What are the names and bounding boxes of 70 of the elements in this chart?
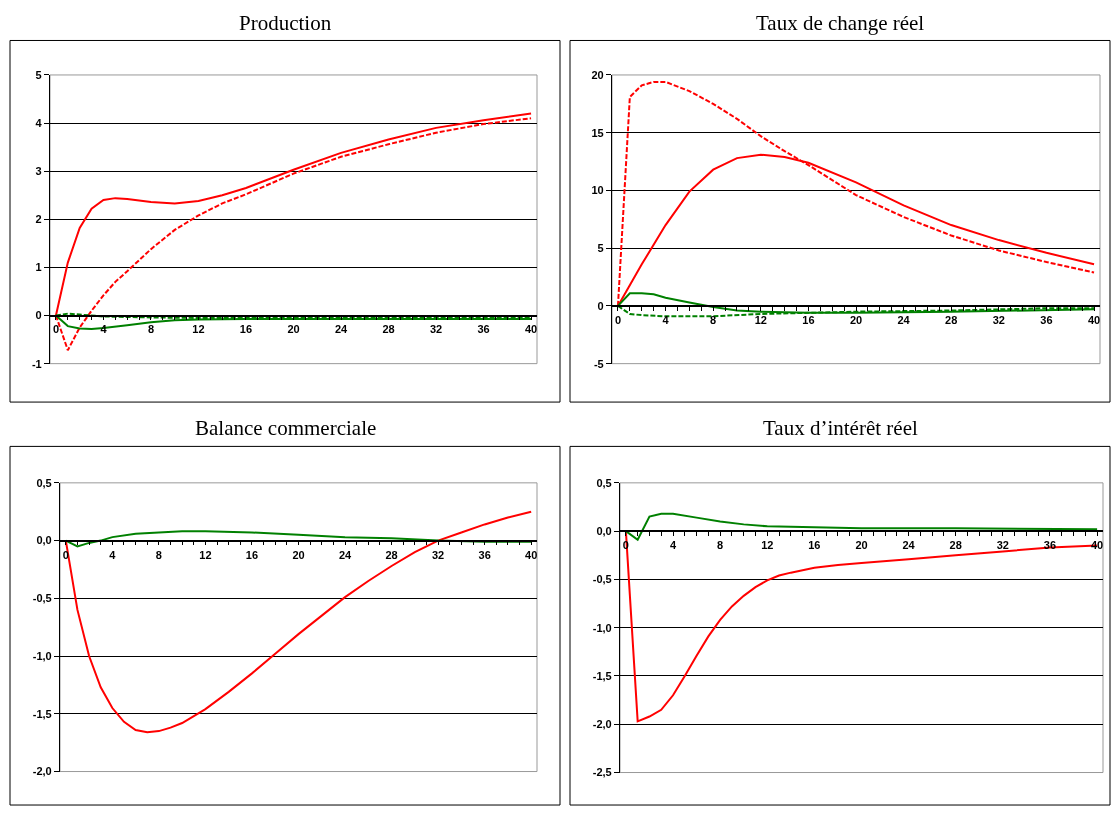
y-tick-label: 3 xyxy=(35,165,42,178)
y-tick-label: 1 xyxy=(35,261,42,274)
x-tick-label: 24 xyxy=(902,539,916,552)
y-tick-label: -1,5 xyxy=(32,707,52,720)
x-tick-label: 4 xyxy=(109,548,117,561)
y-tick-label: 0 xyxy=(597,299,604,312)
x-tick-label: 20 xyxy=(849,313,863,326)
y-tick-label: 15 xyxy=(591,126,604,139)
y-tick-label: 5 xyxy=(597,242,604,255)
y-tick-label: -0,5 xyxy=(32,592,52,605)
x-tick-label: 32 xyxy=(431,548,445,561)
chart-title: Taux de change réel xyxy=(756,11,925,35)
x-tick-label: 12 xyxy=(761,539,774,552)
y-tick-label: 10 xyxy=(591,184,604,197)
x-tick-label: 36 xyxy=(1040,313,1053,326)
y-tick-label: 2 xyxy=(35,213,42,226)
x-tick-label: 0 xyxy=(614,313,622,326)
line-series xyxy=(64,530,533,548)
x-tick-label: 40 xyxy=(524,323,538,336)
chart-title: Taux d’intérêt réel xyxy=(763,416,918,440)
y-tick-label: 0,0 xyxy=(596,524,612,537)
y-tick-label: -2,0 xyxy=(592,718,612,731)
x-tick-label: 20 xyxy=(287,323,300,336)
y-tick-label: -1,0 xyxy=(592,621,612,634)
x-tick-label: 32 xyxy=(996,539,1009,552)
x-tick-label: 28 xyxy=(949,539,962,552)
y-tick-label: 0,5 xyxy=(36,476,52,489)
y-tick-label: -1,5 xyxy=(592,669,612,682)
x-tick-label: 28 xyxy=(945,313,958,326)
line-series xyxy=(624,512,1099,541)
x-tick-label: 8 xyxy=(155,548,162,561)
x-tick-label: 36 xyxy=(477,323,490,336)
y-tick-label: -1 xyxy=(31,357,42,370)
x-tick-label: 16 xyxy=(239,323,253,336)
y-tick-label: 20 xyxy=(591,68,604,81)
y-tick-label: 0,5 xyxy=(596,476,612,489)
x-tick-label: 40 xyxy=(1087,313,1101,326)
x-tick-label: 8 xyxy=(717,539,724,552)
x-tick-label: 12 xyxy=(192,323,205,336)
x-tick-label: 40 xyxy=(1090,539,1104,552)
x-tick-label: 28 xyxy=(385,548,398,561)
x-tick-label: 8 xyxy=(710,313,717,326)
x-tick-label: 12 xyxy=(754,313,767,326)
y-tick-label: -0,5 xyxy=(592,573,612,586)
chart-title: Production xyxy=(239,11,332,35)
x-tick-label: 24 xyxy=(334,323,348,336)
x-tick-label: 16 xyxy=(802,313,815,326)
x-tick-label: 12 xyxy=(199,548,212,561)
x-tick-label: 4 xyxy=(669,539,677,552)
x-tick-label: 32 xyxy=(429,323,443,336)
y-tick-label: -5 xyxy=(593,357,604,370)
x-tick-label: 32 xyxy=(992,313,1005,326)
x-tick-label: 24 xyxy=(897,313,911,326)
x-tick-label: 16 xyxy=(808,539,821,552)
x-tick-label: 24 xyxy=(338,548,353,561)
x-tick-label: 20 xyxy=(292,548,305,561)
y-tick-label: 5 xyxy=(35,68,42,81)
chart-title: Balance commerciale xyxy=(195,416,377,440)
x-tick-label: 20 xyxy=(855,539,868,552)
x-tick-label: 40 xyxy=(525,548,538,561)
y-tick-label: -2,5 xyxy=(592,766,612,779)
x-tick-label: 16 xyxy=(245,548,259,561)
x-tick-label: 8 xyxy=(147,323,155,336)
y-tick-label: 4 xyxy=(35,116,43,129)
x-tick-label: 36 xyxy=(478,548,491,561)
y-tick-label: -2,0 xyxy=(32,765,52,778)
x-tick-label: 4 xyxy=(662,313,670,326)
y-tick-label: -1,0 xyxy=(32,649,52,662)
y-tick-label: 0,0 xyxy=(36,534,52,547)
x-tick-label: 28 xyxy=(382,323,395,336)
